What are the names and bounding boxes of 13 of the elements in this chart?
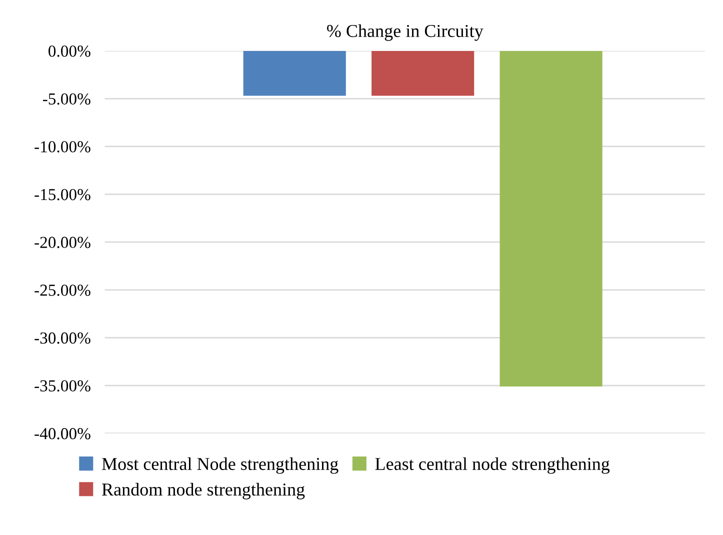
y-tick-label: -20.00%: [34, 236, 90, 248]
legend-label: Least central node strengthening: [375, 457, 610, 474]
y-tick-label: -15.00%: [34, 188, 90, 200]
legend-label: Random node strengthening: [102, 482, 305, 500]
y-tick-label: -10.00%: [34, 141, 90, 152]
y-tick-label: -40.00%: [34, 428, 90, 440]
chart-title: % Change in Circuity: [327, 24, 484, 41]
y-tick-label: -25.00%: [34, 284, 90, 296]
legend-label: Most central Node strengthening: [102, 457, 338, 474]
y-tick-label: 0.00%: [48, 46, 90, 57]
y-tick-label: -30.00%: [34, 332, 90, 344]
y-tick-label: -5.00%: [42, 93, 90, 105]
y-tick-label: -35.00%: [34, 380, 90, 392]
